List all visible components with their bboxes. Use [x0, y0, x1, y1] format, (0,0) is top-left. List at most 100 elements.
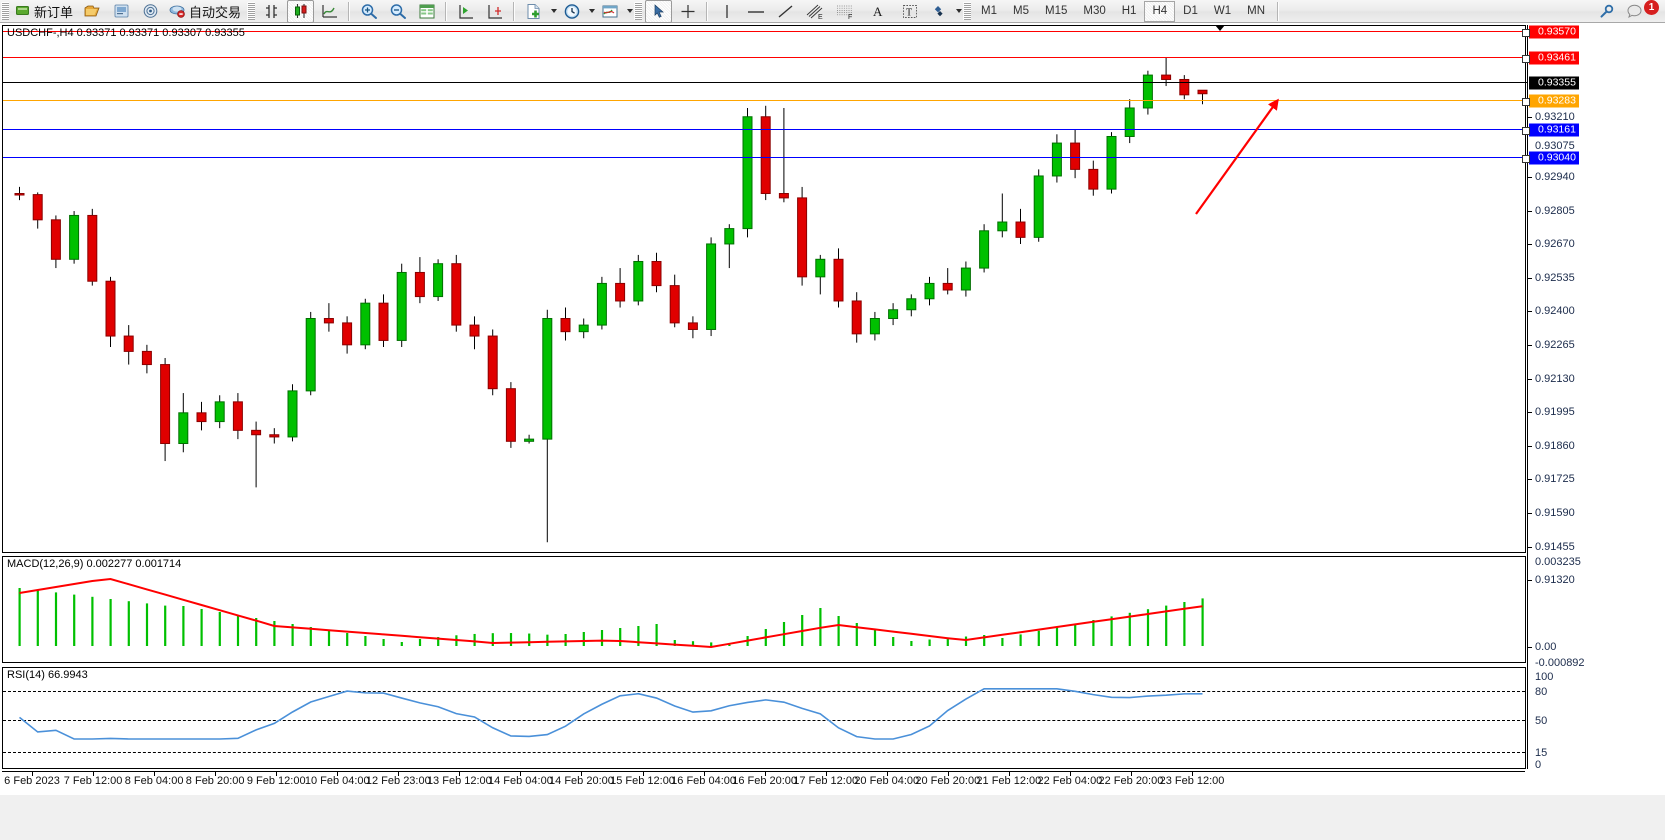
level-line-093161[interactable]	[3, 127, 1530, 135]
indicators-dropdown-caret[interactable]	[627, 9, 634, 13]
price-tick-mark	[1528, 378, 1532, 380]
macd-histogram-bar	[1183, 602, 1186, 646]
candlestick-chart-button[interactable]	[287, 0, 315, 23]
level-tag-093283[interactable]: 0.93283	[1529, 94, 1579, 108]
toolbar-grip-4[interactable]	[963, 2, 972, 20]
price-tick-mark	[1528, 546, 1532, 548]
rsi-label: RSI(14) 66.9943	[7, 669, 88, 681]
rsi-pane[interactable]: RSI(14) 66.9943	[2, 667, 1526, 769]
new-chart-dropdown-caret[interactable]	[551, 9, 558, 13]
auto-scroll-button[interactable]	[452, 0, 479, 23]
timeframe-mn[interactable]: MN	[1247, 5, 1265, 17]
level-tag-093570[interactable]: 0.93570	[1529, 25, 1579, 39]
macd-histogram-bar	[437, 637, 440, 646]
level-handle[interactable]	[1522, 98, 1530, 106]
crosshair-icon	[681, 4, 695, 18]
level-handle[interactable]	[1522, 55, 1530, 63]
price-axis[interactable]: 0.93570 0.93461 0.93355 0.93283 0.93161 …	[1527, 25, 1665, 771]
time-axis[interactable]: 6 Feb 2023 7 Feb 12:00 8 Feb 04:00 8 Feb 20…	[2, 771, 1525, 793]
timeframe-h1[interactable]: H1	[1121, 5, 1137, 17]
price-candles-layer	[14, 57, 1208, 543]
bar-chart-button[interactable]	[258, 0, 285, 23]
timeframe-d1[interactable]: D1	[1183, 5, 1198, 17]
auto-trading-button[interactable]: 自动交易	[166, 0, 245, 23]
autotrade-icon	[169, 5, 185, 18]
level-handle[interactable]	[1522, 127, 1530, 135]
indicators-button[interactable]	[596, 0, 623, 23]
zoom-in-button[interactable]	[355, 0, 382, 23]
level-tag-093161[interactable]: 0.93161	[1529, 123, 1579, 137]
toolbar-grip-2[interactable]	[247, 2, 256, 20]
periodicity-dropdown-caret[interactable]	[589, 9, 596, 13]
toolbar-separator-5	[1277, 1, 1279, 21]
time-tick-mark	[276, 772, 278, 776]
price-tick-mark	[1528, 311, 1532, 313]
zoom-out-button[interactable]	[384, 0, 411, 23]
level-handle[interactable]	[1522, 29, 1530, 37]
level-handle[interactable]	[1522, 155, 1530, 163]
macd-histogram-bar	[546, 634, 549, 646]
macd-histogram-bar	[54, 592, 58, 646]
timeframe-m1[interactable]: M1	[981, 5, 998, 17]
cursor-tool[interactable]	[645, 0, 673, 23]
price-pane[interactable]: USDCHF-,H4 0.93371 0.93371 0.93307 0.933…	[2, 25, 1530, 553]
line-chart-button[interactable]	[316, 0, 343, 23]
candle-body	[979, 230, 990, 269]
signals-button[interactable]	[137, 0, 164, 23]
macd-tick-mark	[1528, 647, 1532, 648]
price-tick-label: 0.91860	[1535, 439, 1575, 452]
fibonacci-tool[interactable]: F	[831, 0, 859, 23]
time-tick-mark	[337, 772, 339, 776]
level-line-093461[interactable]	[3, 55, 1530, 63]
notifications-button[interactable]	[1622, 0, 1649, 23]
shapes-tool[interactable]	[925, 0, 952, 23]
price-tick-mark	[1528, 117, 1532, 118]
crosshair-tool[interactable]	[674, 0, 701, 23]
time-tick-mark	[1130, 772, 1132, 776]
macd-histogram-bar	[91, 596, 94, 646]
toolbar-right-group: 1	[1592, 0, 1665, 23]
time-axis-label: 7 Feb 12:00	[63, 775, 123, 787]
price-tick-label: 0.91455	[1535, 540, 1575, 553]
data-window-button[interactable]	[413, 0, 440, 23]
new-chart-button[interactable]	[520, 0, 547, 23]
level-tag-093040[interactable]: 0.93040	[1529, 151, 1579, 165]
notification-count-badge[interactable]: 1	[1644, 0, 1659, 15]
rsi-tick-50: 50	[1535, 715, 1548, 727]
level-line-093283[interactable]	[3, 98, 1530, 106]
toolbar-grip-3[interactable]	[634, 2, 643, 20]
vertical-line-tool[interactable]	[713, 0, 740, 23]
candle-body	[214, 401, 225, 423]
timeframe-m15[interactable]: M15	[1045, 5, 1068, 17]
new-order-button[interactable]: 新订单	[12, 0, 77, 23]
price-tick-mark	[1528, 412, 1532, 414]
expert-advisor-button[interactable]	[79, 0, 106, 23]
shapes-dropdown-caret[interactable]	[956, 9, 963, 13]
book-icon	[114, 4, 129, 18]
horizontal-line-tool[interactable]	[742, 0, 770, 23]
text-tool[interactable]: A	[861, 0, 894, 23]
equidistant-channel-tool[interactable]: E	[801, 0, 829, 23]
macd-histogram-bar	[1146, 609, 1150, 646]
macd-label: MACD(12,26,9) 0.002277 0.001714	[7, 558, 182, 570]
level-line-093570[interactable]	[3, 29, 1530, 37]
chart-shift-handle[interactable]	[1215, 25, 1225, 31]
periodicity-button[interactable]	[558, 0, 585, 23]
metaeditor-button[interactable]	[108, 0, 135, 23]
toolbar-grip[interactable]	[1, 2, 9, 20]
macd-histogram-bar	[728, 643, 731, 646]
trendline-tool[interactable]	[772, 0, 799, 23]
macd-pane[interactable]: MACD(12,26,9) 0.002277 0.001714	[2, 556, 1526, 663]
text-label-tool[interactable]: T	[896, 0, 923, 23]
level-tag-093461[interactable]: 0.93461	[1529, 51, 1579, 65]
timeframe-h4[interactable]: H4	[1144, 0, 1176, 22]
timeframe-w1[interactable]: W1	[1213, 5, 1232, 17]
search-button[interactable]	[1593, 0, 1620, 23]
timeframe-m30[interactable]: M30	[1083, 5, 1106, 17]
chart-shift-button[interactable]	[481, 0, 508, 23]
chart-area[interactable]: USDCHF-,H4 0.93371 0.93371 0.93307 0.933…	[0, 23, 1665, 840]
candle-body	[797, 197, 808, 278]
timeframe-m5[interactable]: M5	[1013, 5, 1029, 17]
time-tick-mark	[93, 772, 95, 776]
level-line-093040[interactable]	[3, 155, 1530, 163]
